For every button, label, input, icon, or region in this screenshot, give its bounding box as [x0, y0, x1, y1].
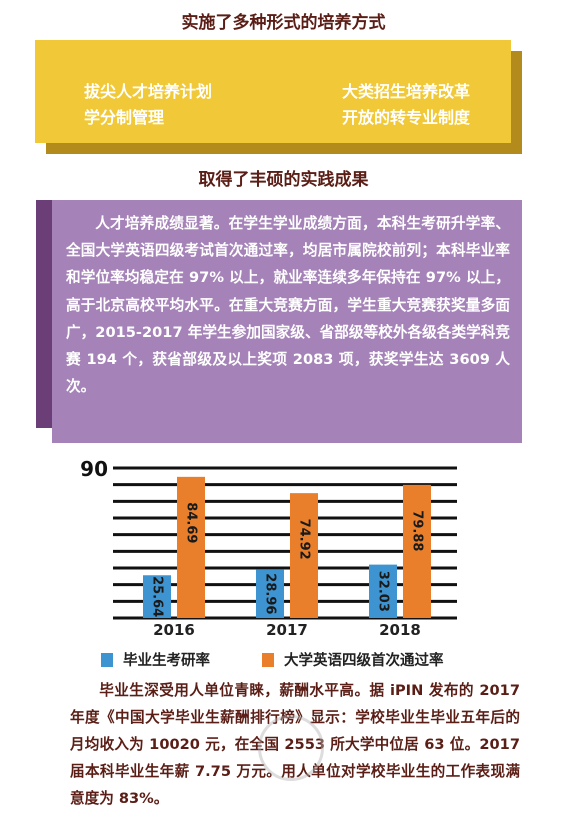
x-axis-tick-label: 2018	[379, 621, 421, 639]
legend-item-series-1: 毕业生考研率	[101, 649, 210, 670]
legend-swatch-blue	[101, 653, 113, 667]
legend-label: 毕业生考研率	[123, 653, 210, 669]
data-label: 84.69	[184, 502, 199, 543]
bar-2018-series-2	[403, 484, 431, 618]
bar-chart: 90 25.64 84.69 2016 28.96 74.92 2017 32.03 79.88…	[80, 457, 457, 639]
training-item-top-talent: 拔尖人才培养计划	[84, 82, 213, 101]
y-axis-tick-label: 90	[80, 457, 108, 481]
bar-2017-series-1	[256, 569, 284, 618]
training-item-credit-system: 学分制管理	[84, 108, 165, 127]
data-label: 25.64	[150, 576, 165, 617]
legend-item-series-2: 大学英语四级首次通过率	[262, 649, 444, 670]
purple-band	[52, 200, 522, 443]
data-label: 32.03	[376, 571, 391, 612]
training-item-enrollment-reform: 大类招生培养改革	[342, 82, 471, 101]
training-item-major-transfer: 开放的转专业制度	[342, 108, 471, 127]
section-title-training: 实施了多种形式的培养方式	[181, 13, 386, 33]
data-label: 74.92	[297, 519, 312, 560]
achievements-text: 人才培养成绩显著。在学生学业成绩方面，本科生考研升学率、全国大学英语四级考试首次…	[66, 215, 510, 396]
x-axis-tick-label: 2016	[153, 621, 195, 639]
bar-2016-series-2	[177, 476, 205, 618]
x-axis-tick-label: 2017	[266, 621, 308, 639]
yellow-band	[35, 40, 511, 143]
section-title-results: 取得了丰硕的实践成果	[198, 170, 369, 190]
data-label: 79.88	[410, 510, 425, 551]
legend-label: 大学英语四级首次通过率	[284, 653, 444, 669]
bar-2017-series-2	[290, 493, 318, 618]
legend-swatch-orange	[262, 653, 274, 667]
bar-2018-series-1	[369, 564, 397, 618]
bar-2016-series-1	[143, 575, 171, 618]
salary-paragraph: 毕业生深受用人单位青睐，薪酬水平高。据 iPIN 发布的 2017 年度《中国大…	[70, 682, 520, 807]
data-label: 28.96	[263, 573, 278, 614]
